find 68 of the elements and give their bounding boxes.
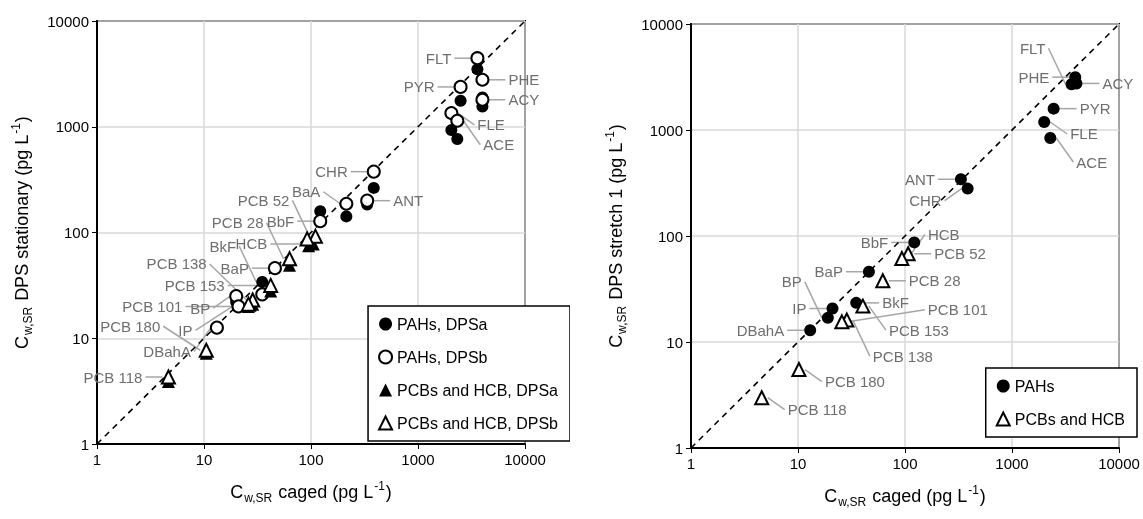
annotation: IP [178,321,193,339]
annotation: PCB 180 [824,373,885,391]
annotation: ANT [393,192,424,210]
annotation: IP [792,300,807,318]
x-tick-label: 1000 [995,455,1029,472]
annotation: BaP [220,259,249,277]
y-axis-title: Cw,SR DPS stretch 1 (pg L-1) [603,124,630,348]
annotation: PCB 101 [927,301,988,319]
y-tick-label: 10 [666,333,683,351]
annotation: FLT [1019,39,1046,57]
x-tick-label: 1 [686,455,696,472]
x-tick-label: 10000 [504,451,546,468]
x-tick-label: 100 [892,455,918,472]
y-tick-label: 10 [72,329,89,347]
y-tick-label: 1 [674,439,683,457]
annotation: BbF [266,212,295,230]
annotation: PCB 138 [872,347,933,365]
annotation: ACE [1076,153,1108,171]
legend-label: PAHs, DPSb [397,348,488,366]
legend-label: PCBs and HCB [1014,410,1125,428]
annotation: HCB [927,225,960,243]
legend-label: PCBs and HCB, DPSa [397,381,559,399]
legend-label: PCBs and HCB, DPSb [397,414,559,432]
y-tick-label: 1000 [55,118,89,136]
x-tick-label: 1000 [401,451,435,468]
x-tick-label: 100 [298,451,324,468]
annotation: PCB 28 [908,272,961,290]
annotation: FLE [1070,125,1098,143]
annotation: BbF [860,233,889,251]
x-tick-label: 10 [195,451,213,468]
x-tick-label: 10000 [1098,455,1140,472]
annotation: ANT [904,170,935,188]
annotation: BP [781,273,802,291]
annotation: FLE [477,116,505,134]
annotation: PCB 138 [146,255,207,273]
y-tick-label: 1 [80,435,89,453]
annotation: PCB 153 [888,321,949,339]
y-tick-label: 100 [63,224,89,241]
annotation: BaP [814,263,843,281]
annotation: PYR [403,78,435,96]
annotation: PCB 101 [122,297,183,315]
y-axis-title: Cw,SR DPS stationary (pg L-1) [9,116,36,349]
annotation: PCB 180 [100,317,161,335]
annotation: CHR [315,163,348,181]
annotation: PCB 52 [934,245,986,263]
annotation: FLT [425,49,452,67]
annotation: PCB 153 [164,276,225,294]
annotation: BkF [882,294,909,312]
x-tick-label: 10 [789,455,807,472]
annotation: BkF [209,237,237,255]
y-tick-label: 100 [657,227,683,245]
y-tick-label: 1000 [649,121,683,139]
x-tick-label: 1 [92,451,102,468]
y-tick-label: 10000 [641,15,683,33]
annotation: PHE [1018,68,1050,86]
annotation: BaA [291,183,321,201]
annotation: DBahA [736,321,785,339]
annotation: PCB 28 [211,214,264,232]
annotation: CHR [909,192,942,210]
legend-label: PAHs, DPSa [397,315,488,333]
annotation: DBahA [143,343,191,361]
annotation: PCB 52 [237,191,290,209]
annotation: PCB 118 [787,401,847,419]
annotation: ACE [483,136,515,154]
annotation: PYR [1079,100,1111,118]
legend-label: PAHs [1014,377,1055,395]
annotation: HCB [235,235,268,253]
y-tick-label: 10000 [47,12,89,30]
